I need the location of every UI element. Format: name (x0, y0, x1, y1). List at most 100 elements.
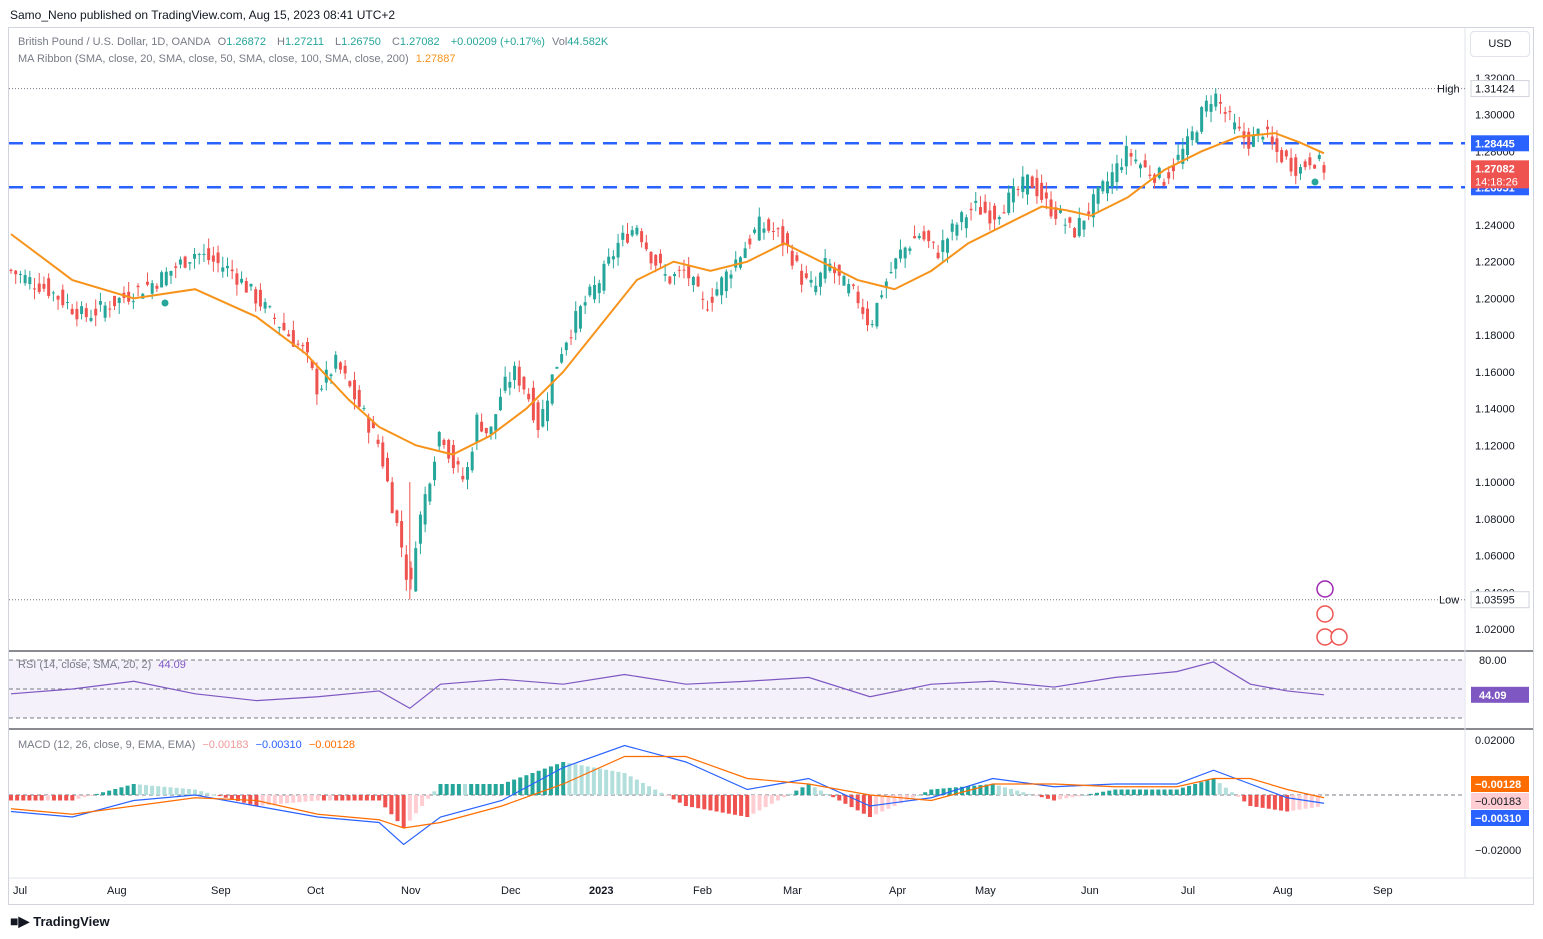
candle-body (1261, 136, 1265, 140)
candle-body (625, 233, 629, 243)
macd-histogram-bar (849, 795, 854, 808)
candle-body (786, 233, 790, 246)
macd-histogram-bar (358, 795, 363, 801)
candle-body (169, 270, 173, 276)
candle-body (602, 263, 606, 291)
macd-histogram-bar (935, 788, 940, 795)
candle-body (160, 272, 164, 288)
macd-histogram-bar (352, 795, 357, 801)
candle-body (131, 301, 135, 303)
macd-line-value: −0.00310 (255, 739, 302, 751)
candle-body (1073, 228, 1077, 238)
macd-histogram-bar (444, 784, 449, 795)
candle-body (1148, 174, 1152, 176)
candle-body (362, 407, 366, 409)
macd-histogram-bar (732, 795, 737, 815)
macd-histogram-bar (739, 795, 744, 816)
candle-body (644, 242, 648, 250)
candle-body (1035, 177, 1039, 197)
macd-hist-tag-value: −0.00183 (1475, 796, 1521, 808)
macd-line-tag (1471, 810, 1529, 826)
macd-histogram-bar (180, 788, 185, 795)
candle-body (988, 210, 992, 224)
candle-body (395, 510, 399, 523)
candle-body (1298, 167, 1302, 174)
candle-body (903, 247, 907, 259)
candle-body (578, 306, 582, 329)
candle-body (517, 366, 521, 386)
macd-histogram-bar (364, 795, 369, 801)
candle-body (1218, 101, 1222, 104)
candle-body (1322, 165, 1326, 173)
rsi-line (10, 661, 1325, 710)
macd-histogram-bar (579, 765, 584, 795)
candle-body (1195, 132, 1199, 143)
candle-body (978, 207, 982, 215)
macd-histogram-bar (229, 795, 234, 800)
macd-histogram-bar (1144, 789, 1149, 795)
macd-histogram-bar (800, 787, 805, 795)
macd-histogram-bar (1125, 789, 1130, 795)
macd-histogram-bar (585, 766, 590, 795)
currency-button[interactable]: USD (1470, 31, 1530, 57)
candle-body (1266, 126, 1270, 130)
candle-body (649, 252, 653, 264)
candle-body (1200, 107, 1204, 132)
candle-body (136, 285, 140, 288)
candle-body (946, 238, 950, 253)
macd-histogram-bar (1272, 795, 1277, 810)
candle-body (230, 269, 234, 272)
macd-histogram-bar (45, 795, 50, 801)
macd-histogram-bar (1242, 795, 1247, 802)
ma-legend: MA Ribbon (SMA, close, 20, SMA, close, 5… (18, 53, 460, 65)
candle-body (145, 281, 149, 285)
candle-body (1058, 209, 1062, 213)
price-tick-label: 1.30000 (1475, 110, 1515, 122)
publisher-note: Samo_Neno published on TradingView.com, … (10, 8, 396, 22)
macd-histogram-bar (426, 795, 431, 799)
macd-histogram-bar (923, 792, 928, 795)
candle-body (1026, 174, 1030, 195)
candle-body (84, 308, 88, 318)
candle-body (390, 482, 394, 514)
candle-body (404, 554, 408, 580)
macd-histogram-bar (285, 795, 290, 804)
macd-histogram-bar (622, 773, 627, 795)
macd-histogram-bar (671, 795, 676, 800)
macd-histogram-bar (174, 787, 179, 795)
macd-histogram-bar (193, 789, 198, 795)
macd-histogram-bar (82, 795, 87, 798)
candle-body (880, 295, 884, 298)
macd-histogram-bar (291, 795, 296, 803)
macd-histogram-bar (70, 795, 75, 801)
macd-signal-tag-value: −0.00128 (1475, 779, 1521, 791)
macd-histogram-bar (150, 785, 155, 795)
candle-body (423, 494, 427, 525)
candle-body (65, 302, 69, 304)
macd-histogram-bar (1119, 789, 1124, 795)
macd-histogram-bar (1297, 795, 1302, 810)
volume: Vol44.582K (551, 36, 609, 48)
macd-histogram-bar (58, 795, 63, 801)
candle-body (658, 253, 662, 264)
macd-axis-label: 0.02000 (1475, 735, 1515, 747)
chart-canvas[interactable]: 1.320001.300001.280001.260001.240001.220… (9, 28, 1533, 904)
macd-histogram-bar (1205, 780, 1210, 795)
candle-body (1096, 186, 1100, 204)
candle-body (1167, 172, 1171, 179)
candle-body (964, 217, 968, 229)
macd-histogram-bar (708, 795, 713, 811)
macd-histogram-bar (315, 795, 320, 801)
price-tick-label: 1.20000 (1475, 293, 1515, 305)
macd-histogram-bar (125, 785, 130, 795)
macd-histogram-bar (653, 789, 658, 795)
macd-histogram-bar (51, 795, 56, 801)
candle-body (56, 295, 60, 300)
macd-histogram-bar (205, 792, 210, 795)
macd-histogram-bar (561, 762, 566, 795)
macd-histogram-bar (524, 775, 529, 795)
low-tag (1470, 591, 1530, 609)
candle-body (1162, 182, 1166, 186)
candle-body (640, 231, 644, 243)
macd-histogram-bar (217, 795, 222, 797)
